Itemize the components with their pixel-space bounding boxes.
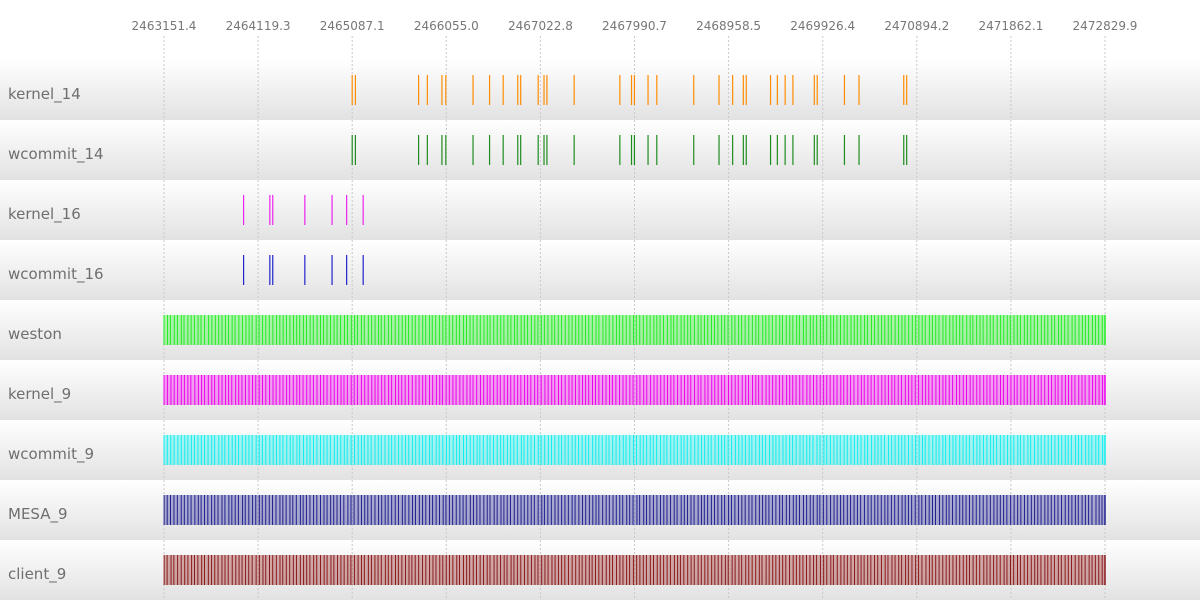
row-background [0, 300, 1200, 360]
series-client_9 [163, 555, 1106, 585]
series-label: MESA_9 [8, 505, 68, 524]
series-label: weston [8, 325, 62, 343]
row-background [0, 120, 1200, 180]
series-label: kernel_14 [8, 85, 81, 104]
series-kernel_9 [163, 375, 1106, 405]
series-label: kernel_9 [8, 385, 71, 404]
event-band [164, 435, 1105, 465]
event-band [164, 315, 1105, 345]
x-tick-label: 2470894.2 [884, 19, 949, 33]
series-wcommit_14 [351, 135, 908, 165]
x-tick-label: 2466055.0 [414, 19, 479, 33]
series-label: wcommit_9 [8, 445, 94, 464]
x-tick-label: 2469926.4 [790, 19, 855, 33]
row-background [0, 360, 1200, 420]
x-tick-label: 2464119.3 [226, 19, 291, 33]
x-tick-label: 2468958.5 [696, 19, 761, 33]
x-tick-label: 2467022.8 [508, 19, 573, 33]
x-tick-label: 2465087.1 [320, 19, 385, 33]
row-background [0, 240, 1200, 300]
series-weston [163, 315, 1106, 345]
event-band [164, 495, 1105, 525]
series-label: client_9 [8, 565, 66, 584]
event-band [164, 375, 1105, 405]
x-tick-label: 2463151.4 [132, 19, 197, 33]
row-background [0, 60, 1200, 120]
series-MESA_9 [163, 495, 1106, 525]
x-tick-label: 2467990.7 [602, 19, 667, 33]
x-tick-label: 2472829.9 [1073, 19, 1138, 33]
series-label: wcommit_16 [8, 265, 104, 284]
event-band [164, 555, 1105, 585]
series-kernel_16 [242, 195, 364, 225]
x-tick-label: 2471862.1 [978, 19, 1043, 33]
series-wcommit_16 [242, 255, 364, 285]
series-label: kernel_16 [8, 205, 81, 224]
series-kernel_14 [351, 75, 908, 105]
series-label: wcommit_14 [8, 145, 104, 164]
row-background [0, 180, 1200, 240]
series-wcommit_9 [163, 435, 1106, 465]
